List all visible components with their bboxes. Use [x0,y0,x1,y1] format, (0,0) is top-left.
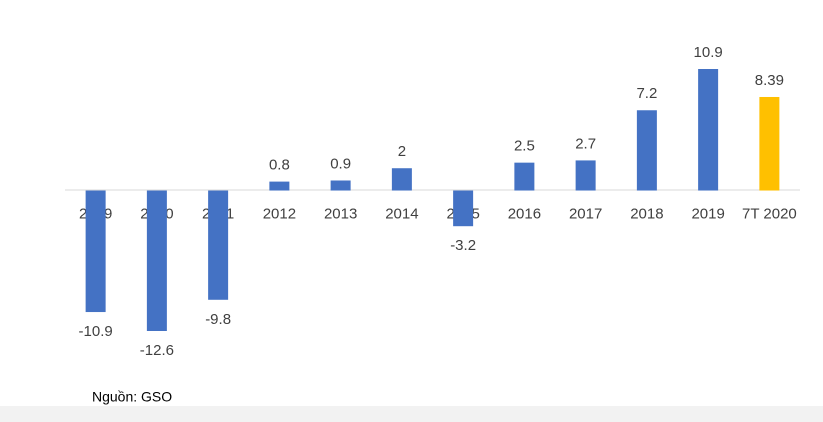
bar [453,190,474,227]
bar [330,180,351,191]
x-tick-label: 2016 [508,205,541,222]
value-label: 2.5 [514,138,535,155]
bar [575,160,596,191]
bar [391,168,412,191]
bar [208,190,229,300]
bar [269,181,290,191]
bar [85,190,106,313]
value-label: 2 [398,143,406,160]
x-tick-label: 2013 [324,205,357,222]
value-label: -3.2 [450,237,476,254]
x-tick-label: 2017 [569,205,602,222]
value-label: -12.6 [140,342,174,359]
bottom-strip [0,406,823,422]
value-label: 0.9 [330,155,351,172]
value-label: 10.9 [694,44,723,61]
bar [146,190,167,331]
bar [698,69,719,191]
value-label: -10.9 [79,323,113,340]
source-note: Nguồn: GSO [92,389,172,405]
x-tick-label: 2019 [691,205,724,222]
value-label: 0.8 [269,157,290,174]
bar [636,110,657,191]
value-label: 7.2 [636,85,657,102]
bar [514,162,535,191]
value-label: 2.7 [575,135,596,152]
bar [759,96,780,191]
x-tick-label: 2012 [263,205,296,222]
value-label: 8.39 [755,72,784,89]
x-tick-label: 2014 [385,205,418,222]
x-tick-label: 7T 2020 [742,205,797,222]
x-tick-label: 2018 [630,205,663,222]
value-label: -9.8 [205,311,231,328]
